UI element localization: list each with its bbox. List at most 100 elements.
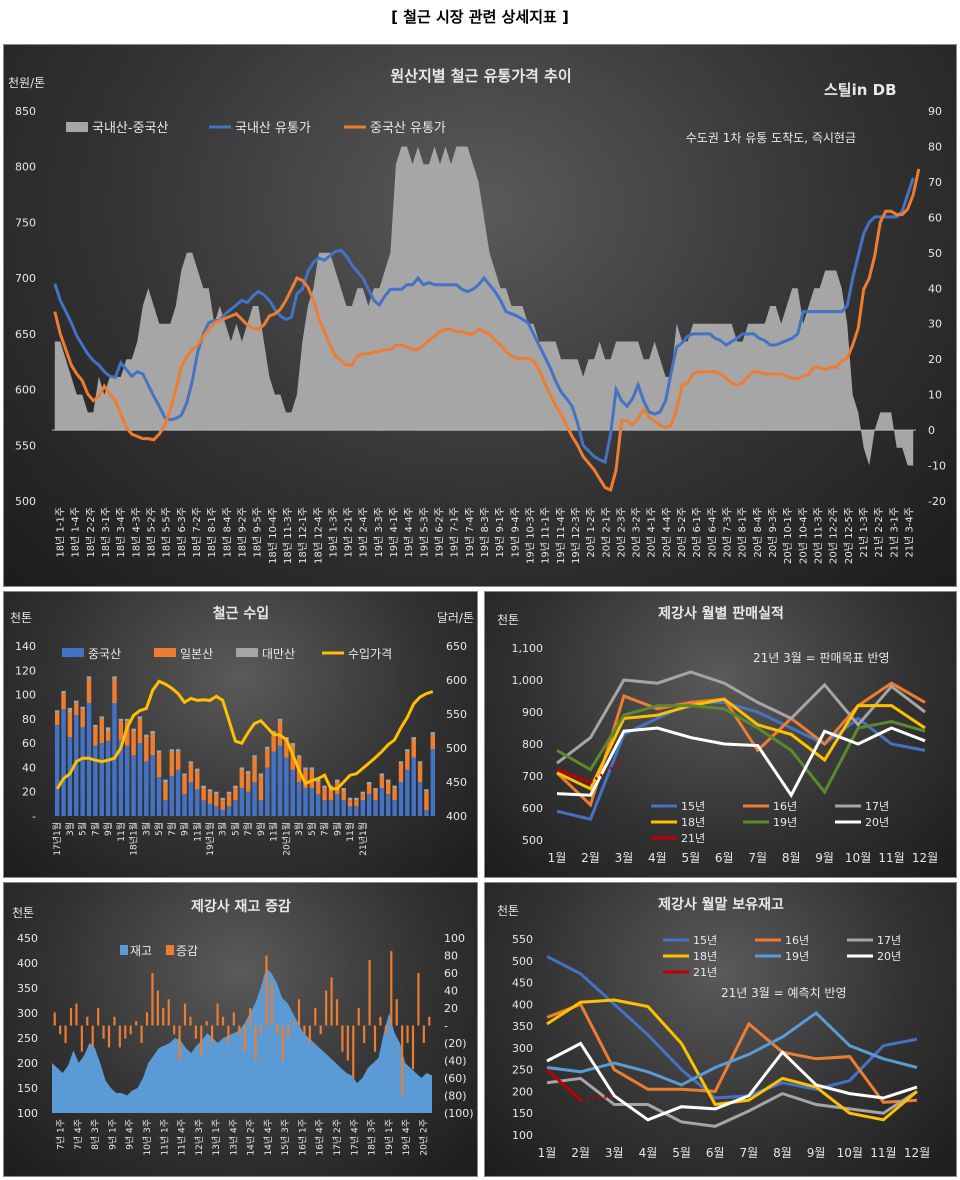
bar-japan bbox=[118, 721, 124, 740]
change-bar bbox=[102, 1025, 105, 1039]
x-tick-label: 19년 8-3주 bbox=[479, 507, 491, 558]
y-axis-unit: 천톤 bbox=[10, 610, 32, 625]
x-tick-label: 9월 bbox=[807, 1146, 826, 1160]
x-tick-label: 18년 3주 bbox=[367, 1119, 378, 1156]
bar-taiwan bbox=[392, 785, 397, 789]
x-tick-label: 5월 bbox=[672, 1146, 691, 1160]
x-tick-label: 7년 1주 bbox=[56, 1119, 67, 1150]
y-tick-label: - bbox=[32, 810, 36, 823]
bar-china bbox=[303, 788, 308, 816]
bar-china bbox=[335, 794, 340, 816]
bar-japan bbox=[341, 790, 346, 801]
bar-japan bbox=[328, 788, 334, 801]
bar-japan bbox=[156, 752, 162, 778]
bar-china bbox=[290, 769, 295, 816]
x-tick-label: 18년 12-4주 bbox=[312, 507, 324, 564]
y2-tick-label: (80) bbox=[444, 1090, 467, 1103]
change-bar bbox=[417, 973, 420, 1026]
chart-note: 21년 3월 = 판매목표 반영 bbox=[753, 651, 890, 665]
x-tick-label: 21년 1-3주 bbox=[858, 507, 870, 558]
price-trend-chart: 원산지별 철근 유통가격 추이 천원/톤 스틸in DB 수도권 1차 유통 도착도,… bbox=[3, 44, 957, 587]
bar-japan bbox=[54, 712, 60, 725]
change-bar bbox=[249, 1008, 252, 1026]
legend-swatch bbox=[166, 945, 174, 955]
x-tick-label: 5월 bbox=[306, 822, 318, 836]
bar-japan bbox=[360, 794, 366, 801]
bar-china bbox=[99, 743, 104, 816]
y-tick-label: 550 bbox=[512, 933, 533, 946]
x-tick-label: 18년 7-2주 bbox=[191, 507, 203, 558]
legend-label: 일본산 bbox=[180, 647, 213, 661]
bar-china bbox=[188, 782, 194, 816]
bar-taiwan bbox=[360, 791, 366, 795]
bar-japan bbox=[265, 749, 270, 768]
bar-china bbox=[258, 800, 264, 816]
bar-japan bbox=[252, 757, 257, 782]
x-tick-label: 20년 4-1주 bbox=[646, 507, 658, 558]
bar-taiwan bbox=[201, 785, 206, 789]
price-trend-svg: 원산지별 철근 유통가격 추이 천원/톤 스틸in DB 수도권 1차 유통 도착도,… bbox=[8, 67, 946, 564]
series-line bbox=[546, 1011, 918, 1087]
bar-taiwan bbox=[411, 737, 416, 740]
x-tick-label: 19년 5-3주 bbox=[418, 507, 430, 558]
y2-tick-label: 70 bbox=[928, 176, 942, 189]
series-line bbox=[556, 704, 926, 795]
bar-taiwan bbox=[271, 731, 276, 734]
x-tick-label: 21년 2-2주 bbox=[873, 507, 885, 558]
bar-taiwan bbox=[417, 761, 423, 764]
y-tick-label: 350 bbox=[17, 982, 38, 995]
bar-japan bbox=[207, 791, 213, 804]
bar-china bbox=[252, 782, 257, 816]
bar-taiwan bbox=[398, 761, 404, 764]
x-tick-label: 17년1월 bbox=[51, 822, 63, 856]
bar-china bbox=[226, 806, 232, 816]
change-bar bbox=[243, 1025, 246, 1052]
x-tick-label: 3월 bbox=[615, 851, 634, 865]
change-bar bbox=[64, 1025, 67, 1043]
bar-taiwan bbox=[207, 789, 213, 792]
change-bar bbox=[162, 1008, 165, 1026]
bar-taiwan bbox=[156, 750, 162, 753]
change-bar bbox=[53, 1012, 56, 1026]
bar-japan bbox=[150, 733, 155, 756]
x-tick-label: 14년 2주 bbox=[246, 1119, 257, 1156]
bar-japan bbox=[80, 709, 85, 728]
x-tick-label: 5월 bbox=[681, 851, 700, 865]
x-tick-label: 3월 bbox=[64, 822, 76, 836]
bar-taiwan bbox=[366, 782, 372, 785]
y-tick-label: 400 bbox=[17, 957, 38, 970]
legend-label: 대만산 bbox=[262, 647, 295, 661]
x-tick-label: 18년 8-1주 bbox=[206, 507, 218, 558]
x-tick-label: 5월 bbox=[229, 822, 241, 836]
y2-tick-label: -20 bbox=[928, 495, 946, 508]
legend-label: 국내산-중국산 bbox=[92, 121, 168, 136]
series-line bbox=[556, 700, 926, 821]
bar-japan bbox=[398, 763, 404, 782]
y-tick-label: 60 bbox=[22, 737, 36, 750]
bar-china bbox=[201, 800, 206, 816]
bar-china bbox=[379, 788, 385, 816]
bar-taiwan bbox=[118, 718, 124, 722]
bar-taiwan bbox=[322, 785, 327, 789]
bar-taiwan bbox=[277, 718, 283, 722]
legend-label: 15년 bbox=[681, 800, 705, 813]
chart-title: 원산지별 철근 유통가격 추이 bbox=[390, 67, 571, 85]
x-tick-label: 20년 1-2주 bbox=[585, 507, 597, 558]
change-bar bbox=[167, 999, 170, 1026]
bar-china bbox=[61, 709, 66, 816]
bar-japan bbox=[67, 712, 73, 738]
change-bar bbox=[75, 1003, 78, 1026]
x-tick-label: 7월 bbox=[739, 1146, 758, 1160]
y-tick-label: 20 bbox=[22, 786, 36, 799]
x-tick-label: 7월 bbox=[242, 822, 254, 836]
x-tick-label: 4월 bbox=[648, 851, 667, 865]
x-tick-label: 16년 4주 bbox=[315, 1119, 326, 1156]
legend-label: 수입가격 bbox=[348, 647, 392, 661]
x-tick-label: 3월 bbox=[605, 1146, 624, 1160]
x-tick-label: 20년 2-3주 bbox=[615, 507, 627, 558]
bar-japan bbox=[373, 790, 378, 801]
bar-taiwan bbox=[347, 797, 353, 801]
bar-china bbox=[239, 788, 245, 816]
bar-taiwan bbox=[265, 746, 270, 750]
x-tick-label: 20년 2-1주 bbox=[600, 507, 612, 558]
